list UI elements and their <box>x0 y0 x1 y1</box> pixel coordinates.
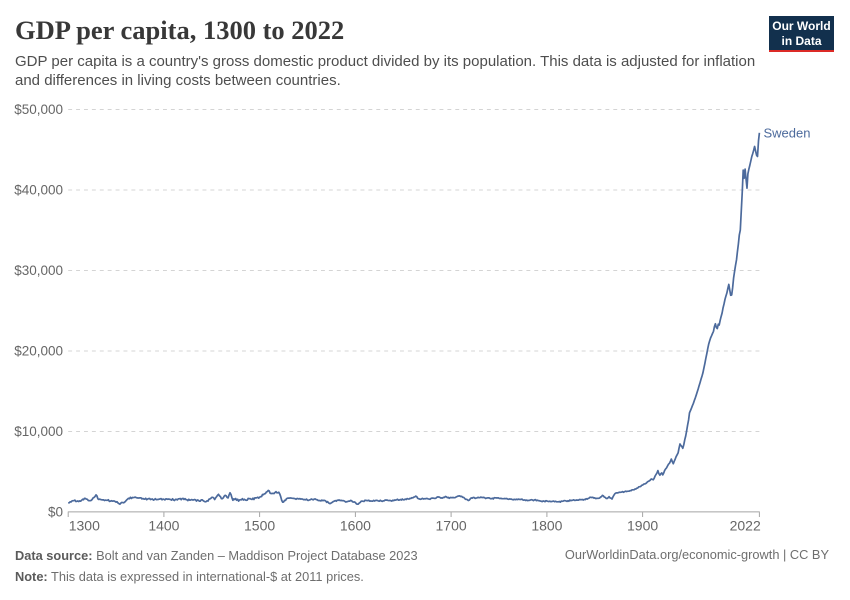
svg-text:2022: 2022 <box>730 518 761 534</box>
svg-text:$20,000: $20,000 <box>14 344 63 359</box>
svg-text:1600: 1600 <box>340 518 371 534</box>
svg-text:Sweden: Sweden <box>764 126 811 141</box>
svg-text:1300: 1300 <box>69 518 100 534</box>
svg-text:$50,000: $50,000 <box>14 102 63 117</box>
svg-text:$10,000: $10,000 <box>14 424 63 439</box>
svg-text:1500: 1500 <box>244 518 275 534</box>
svg-text:1900: 1900 <box>627 518 658 534</box>
svg-text:$30,000: $30,000 <box>14 263 63 278</box>
svg-text:1700: 1700 <box>436 518 467 534</box>
svg-text:1800: 1800 <box>531 518 562 534</box>
svg-text:$0: $0 <box>48 504 63 519</box>
svg-text:$40,000: $40,000 <box>14 183 63 198</box>
svg-text:1400: 1400 <box>148 518 179 534</box>
